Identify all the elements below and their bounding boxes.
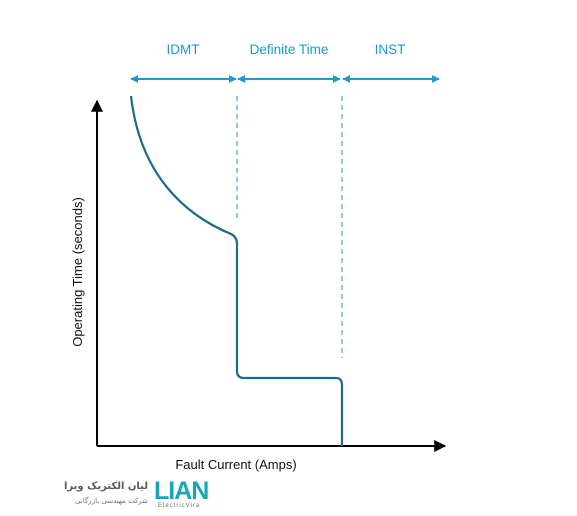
y-axis-label: Operating Time (seconds) — [70, 197, 85, 347]
company-logo: لیان الکتریک ویرا شرکت مهندسی بازرگانی L… — [62, 478, 232, 512]
operating-characteristic-curve — [129, 95, 344, 446]
region-label-definite-time: Definite Time — [250, 42, 329, 57]
region-label-inst: INST — [375, 42, 406, 57]
region-label-idmt: IDMT — [167, 42, 200, 57]
logo-persian-name: لیان الکتریک ویرا — [63, 481, 148, 492]
logo-persian-tagline: شرکت مهندسی بازرگانی — [75, 497, 148, 505]
logo-subtitle: ElectricVira — [158, 503, 201, 509]
x-axis-label: Fault Current (Amps) — [175, 457, 296, 472]
logo-mark: LIAN — [154, 477, 209, 505]
